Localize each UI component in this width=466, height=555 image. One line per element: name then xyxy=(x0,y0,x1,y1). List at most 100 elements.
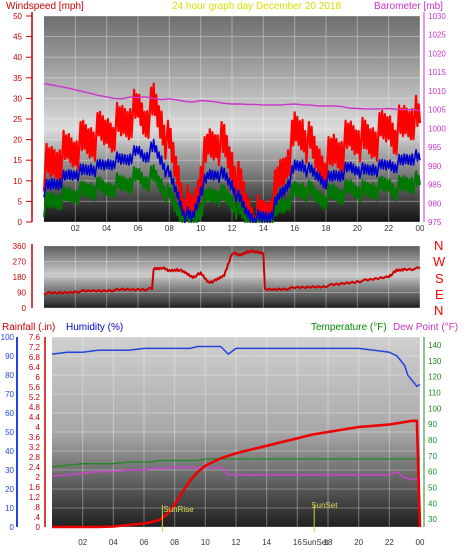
rain-y-tick-label: 2.8 xyxy=(29,453,41,462)
rain-plot-area xyxy=(52,337,420,527)
rain-y-tick-label: 1.2 xyxy=(29,493,41,502)
temperature-y-tick-label: 110 xyxy=(428,388,441,397)
x-tick-label: 14 xyxy=(262,538,271,547)
wind-y-tick-label: 25 xyxy=(13,115,22,124)
sunset-axis-label: SunSet xyxy=(302,538,329,547)
humidity-y-tick-label: 30 xyxy=(5,466,14,475)
wind-y-tick-label: 40 xyxy=(13,53,22,62)
x-tick-label: 06 xyxy=(134,224,143,233)
wind-y-tick-label: 45 xyxy=(13,33,22,42)
direction-y-tick-label: 90 xyxy=(17,289,26,298)
x-tick-label: 06 xyxy=(140,538,149,547)
x-tick-label: 10 xyxy=(196,224,205,233)
barometer-y-tick-label: 995 xyxy=(428,143,442,152)
wind-y-tick-label: 0 xyxy=(18,218,23,227)
direction-y-tick-label: 270 xyxy=(13,258,27,267)
barometer-y-tick-label: 975 xyxy=(428,218,442,227)
sunset-label: SunSet xyxy=(311,501,338,510)
direction-label-n-bottom: N xyxy=(434,303,443,318)
barometer-y-tick-label: 1020 xyxy=(428,49,446,58)
rain-y-tick-label: 2.4 xyxy=(29,463,41,472)
rain-y-tick-label: 5.2 xyxy=(29,393,41,402)
barometer-y-tick-label: 1005 xyxy=(428,106,446,115)
x-tick-label: 18 xyxy=(322,224,331,233)
x-tick-label: 22 xyxy=(384,224,393,233)
humidity-y-tick-label: 20 xyxy=(5,485,14,494)
wind-direction-series xyxy=(43,249,421,296)
x-tick-label: 12 xyxy=(228,224,237,233)
rain-y-tick-label: 4.8 xyxy=(29,403,41,412)
rain-y-tick-label: 4.4 xyxy=(29,413,41,422)
temperature-y-tick-label: 140 xyxy=(428,341,442,350)
rain-y-tick-label: 5.6 xyxy=(29,383,41,392)
barometer-y-tick-label: 980 xyxy=(428,199,442,208)
x-tick-label: 00 xyxy=(416,538,425,547)
temperature-y-tick-label: 100 xyxy=(428,404,442,413)
barometer-y-tick-label: 1015 xyxy=(428,68,446,77)
rainfall-series xyxy=(52,419,422,529)
direction-y-tick-label: 0 xyxy=(22,304,27,313)
x-tick-label: 10 xyxy=(201,538,210,547)
humidity-y-tick-label: 10 xyxy=(5,504,14,513)
x-tick-label: 04 xyxy=(102,224,111,233)
wind-y-tick-label: 30 xyxy=(13,94,22,103)
x-tick-label: 14 xyxy=(259,224,268,233)
rain-y-tick-label: 2 xyxy=(36,473,41,482)
wind-gust-series xyxy=(42,82,422,224)
temperature-y-tick-label: 120 xyxy=(428,373,442,382)
direction-y-tick-label: 180 xyxy=(13,273,27,282)
rain-y-tick-label: 6.8 xyxy=(29,353,41,362)
temperature-y-tick-label: 60 xyxy=(428,468,437,477)
wind-low-series xyxy=(43,164,421,223)
x-tick-label: 02 xyxy=(71,224,80,233)
wind-y-tick-label: 5 xyxy=(18,197,23,206)
x-tick-label: 00 xyxy=(416,224,425,233)
wind-y-tick-label: 50 xyxy=(13,12,22,21)
direction-label-s: S xyxy=(435,271,444,286)
barometer-y-tick-label: 985 xyxy=(428,181,442,190)
direction-label-e: E xyxy=(435,287,444,302)
x-tick-label: 22 xyxy=(385,538,394,547)
barometer-y-tick-label: 1010 xyxy=(428,87,446,96)
barometer-y-tick-label: 1030 xyxy=(428,12,446,21)
barometer-y-tick-label: 990 xyxy=(428,162,442,171)
direction-label-w: W xyxy=(433,254,446,269)
humidity-y-tick-label: 0 xyxy=(10,523,15,532)
direction-plot-area xyxy=(44,246,420,308)
temperature-y-tick-label: 130 xyxy=(428,357,442,366)
temperature-series xyxy=(51,458,420,468)
barometer-y-tick-label: 1025 xyxy=(428,31,446,40)
rain-y-tick-label: 6.4 xyxy=(29,363,41,372)
x-tick-label: 04 xyxy=(109,538,118,547)
wind-y-tick-label: 20 xyxy=(13,136,22,145)
humidity-series xyxy=(51,345,421,388)
temperature-y-tick-label: 90 xyxy=(428,420,437,429)
wind-y-tick-label: 15 xyxy=(13,156,22,165)
x-tick-label: 08 xyxy=(165,224,174,233)
humidity-axis-title: Humidity (%) xyxy=(66,322,123,333)
temperature-y-tick-label: 80 xyxy=(428,436,437,445)
rain-y-tick-label: 3.6 xyxy=(29,433,41,442)
humidity-y-tick-label: 70 xyxy=(5,390,14,399)
direction-label-n-top: N xyxy=(434,238,443,253)
temperature-y-tick-label: 40 xyxy=(428,499,437,508)
windspeed-axis-title: Windspeed [mph] xyxy=(6,1,84,12)
rainfall-axis-title: Rainfall (.in) xyxy=(2,322,55,333)
rain-y-tick-label: 3.2 xyxy=(29,443,41,452)
rain-y-tick-label: 4 xyxy=(36,423,41,432)
barometer-y-tick-label: 1000 xyxy=(428,124,446,133)
rain-y-tick-label: 7.6 xyxy=(29,333,41,342)
barometer-series xyxy=(43,82,421,112)
x-tick-label: 16 xyxy=(293,538,302,547)
wind-y-tick-label: 10 xyxy=(13,177,22,186)
x-tick-label: 20 xyxy=(353,224,362,233)
humidity-y-tick-label: 80 xyxy=(5,371,14,380)
humidity-y-tick-label: 100 xyxy=(1,333,15,342)
rain-y-tick-label: .4 xyxy=(33,513,40,522)
x-tick-label: 08 xyxy=(170,538,179,547)
temperature-y-tick-label: 30 xyxy=(428,515,437,524)
rain-y-tick-label: .8 xyxy=(33,503,40,512)
temperature-y-tick-label: 50 xyxy=(428,483,437,492)
humidity-y-tick-label: 40 xyxy=(5,447,14,456)
temperature-y-tick-label: 70 xyxy=(428,452,437,461)
